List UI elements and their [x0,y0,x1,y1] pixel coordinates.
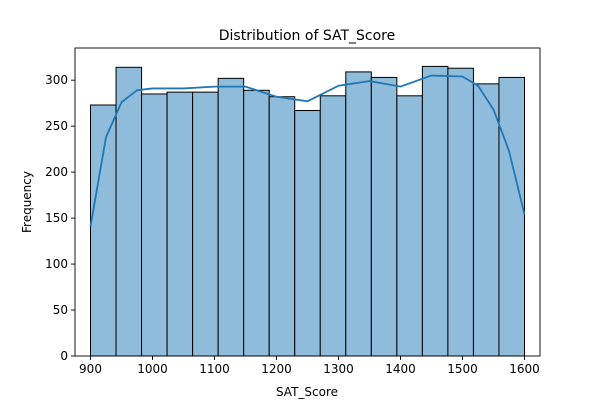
x-tick-label: 1600 [509,362,540,376]
histogram-bar [370,76,398,357]
y-axis-ticks: 0 50 100 150 200 250 300 [45,73,75,363]
histogram-bar [472,83,500,357]
x-axis-label: SAT_Score [276,385,338,399]
y-tick-label: 50 [53,303,68,317]
histogram-bar [217,77,245,357]
histogram-bar [166,91,194,357]
histogram-bar [447,67,474,357]
histogram-bar [192,91,219,357]
x-tick-label: 1000 [137,362,168,376]
histogram-bar [498,76,525,357]
histogram-bar [141,93,168,357]
x-tick-label: 1500 [447,362,478,376]
y-tick-label: 250 [45,119,68,133]
x-tick-label: 1400 [385,362,416,376]
y-axis-label: Frequency [20,171,34,233]
x-tick-label: 1300 [323,362,354,376]
histogram-bar [421,65,449,357]
y-tick-label: 300 [45,73,68,87]
x-axis-ticks: 900 1000 1100 1200 1300 1400 1500 1600 [79,356,540,376]
histogram-bar [345,71,372,357]
bars-group [90,65,525,357]
histogram-bar [268,96,296,357]
histogram-bar [319,95,347,357]
histogram-bar [115,66,143,357]
x-tick-label: 1200 [261,362,292,376]
histogram-bar [396,95,423,357]
chart-title: Distribution of SAT_Score [219,28,395,44]
y-tick-label: 100 [45,257,68,271]
histogram-bar [90,104,117,357]
histogram-bar [243,89,270,357]
plot-frame [74,47,541,357]
kde-curve [89,74,526,227]
y-tick-label: 150 [45,211,68,225]
x-tick-label: 900 [79,362,102,376]
histogram-bar [294,110,321,357]
y-tick-label: 0 [60,349,68,363]
y-tick-label: 200 [45,165,68,179]
x-tick-label: 1100 [199,362,230,376]
